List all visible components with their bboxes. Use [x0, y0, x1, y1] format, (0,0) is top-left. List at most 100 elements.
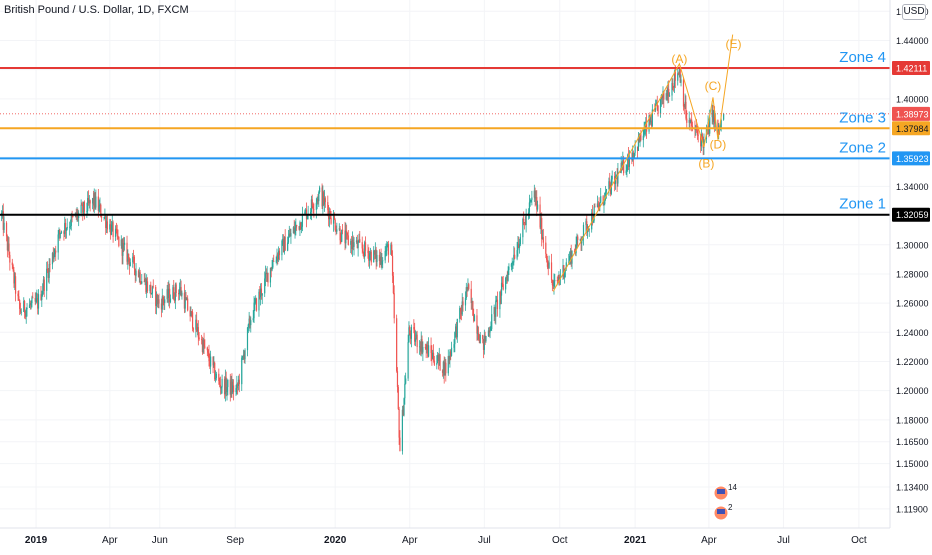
candle-body — [184, 297, 186, 309]
candle-body — [207, 350, 209, 353]
candle-body — [464, 298, 467, 306]
candle-body — [70, 215, 72, 226]
candle-body — [196, 327, 199, 332]
candle-body — [63, 231, 65, 234]
candle-body — [309, 211, 312, 214]
candle-body — [668, 95, 671, 97]
candle-body — [627, 154, 629, 167]
price-axis[interactable]: 1.460001.440001.420001.400001.380001.360… — [889, 0, 930, 528]
candle-body — [679, 69, 681, 83]
candle-body — [396, 318, 398, 372]
candle-body — [214, 362, 216, 380]
currency-button[interactable]: USD — [902, 4, 926, 20]
candle-body — [545, 242, 547, 254]
candle-body — [546, 253, 548, 260]
wave-path[interactable] — [552, 34, 734, 292]
candle-body — [496, 299, 498, 301]
candle-body — [643, 129, 645, 136]
price-tick-label: 1.11900 — [896, 504, 928, 514]
candle-body — [169, 288, 171, 303]
candle-body — [382, 260, 384, 262]
candle-body — [609, 184, 612, 194]
candle-body — [58, 230, 60, 235]
candle-body — [12, 265, 14, 271]
candle-body — [140, 282, 142, 284]
candle-body — [133, 256, 136, 269]
candle-body — [391, 244, 393, 256]
candle-body — [40, 294, 42, 300]
candle-body — [293, 227, 295, 233]
candle-body — [425, 347, 427, 350]
wave-label: (A) — [671, 52, 687, 66]
candle-body — [386, 244, 388, 251]
candle-body — [123, 243, 125, 245]
candle-body — [640, 133, 642, 141]
candle-body — [414, 338, 417, 342]
candle-body — [191, 312, 194, 329]
candle-body — [28, 304, 31, 308]
candle-body — [552, 285, 554, 286]
candle-body — [591, 212, 594, 223]
candle-body — [392, 275, 394, 294]
candle-body — [409, 333, 412, 339]
candle-body — [642, 135, 644, 141]
candle-body — [282, 238, 285, 253]
candle-body — [298, 226, 300, 230]
candle-body — [255, 298, 257, 303]
candle-body — [231, 381, 233, 393]
candle-body — [376, 254, 378, 262]
candle-body — [666, 93, 668, 96]
candle-body — [341, 229, 343, 242]
candles — [1, 65, 725, 455]
candle-body — [626, 166, 628, 171]
candle-body — [494, 307, 496, 317]
candle-body — [161, 296, 163, 310]
candle-body — [264, 272, 267, 279]
candle-body — [510, 263, 512, 267]
price-tick-label: 1.22000 — [896, 357, 929, 367]
candle-body — [444, 362, 446, 376]
time-tick-label: 2020 — [324, 535, 347, 546]
candle-body — [657, 105, 659, 114]
candle-body — [551, 280, 553, 286]
candle-body — [250, 320, 252, 326]
candle-body — [49, 264, 51, 265]
candle-body — [603, 203, 605, 205]
candle-body — [489, 330, 491, 333]
candle-body — [437, 355, 440, 362]
candle-body — [537, 204, 539, 210]
candle-body — [605, 191, 607, 193]
price-tick-label: 1.18000 — [896, 415, 929, 425]
candle-body — [345, 231, 347, 244]
candle-body — [370, 251, 372, 263]
candle-body — [450, 351, 452, 356]
candle-body — [519, 237, 521, 245]
candle-body — [378, 254, 381, 262]
candle-body — [431, 353, 433, 359]
candle-body — [454, 332, 456, 345]
candle-body — [218, 373, 220, 382]
candle-body — [64, 222, 67, 231]
candle-body — [254, 302, 256, 304]
grid — [0, 0, 890, 528]
candle-body — [89, 200, 91, 204]
candle-body — [300, 226, 303, 230]
candle-body — [162, 296, 164, 301]
candle-body — [275, 260, 277, 262]
candle-body — [43, 279, 45, 291]
candle-body — [101, 216, 103, 218]
candle-body — [690, 119, 692, 123]
candle-body — [500, 282, 503, 296]
candle-body — [123, 242, 126, 245]
candle-body — [232, 385, 234, 393]
time-axis[interactable]: 2019 Apr Jun Sep 2020 Apr Jul Oct 2021 Apr Jul Oct — [0, 527, 890, 546]
candle-body — [23, 300, 25, 312]
candle-body — [536, 197, 538, 210]
candle-body — [546, 259, 549, 267]
candle-body — [295, 224, 297, 228]
candle-body — [60, 232, 62, 234]
candle-body — [163, 300, 165, 303]
candle-body — [37, 298, 39, 309]
zone-price-tag — [892, 121, 930, 136]
